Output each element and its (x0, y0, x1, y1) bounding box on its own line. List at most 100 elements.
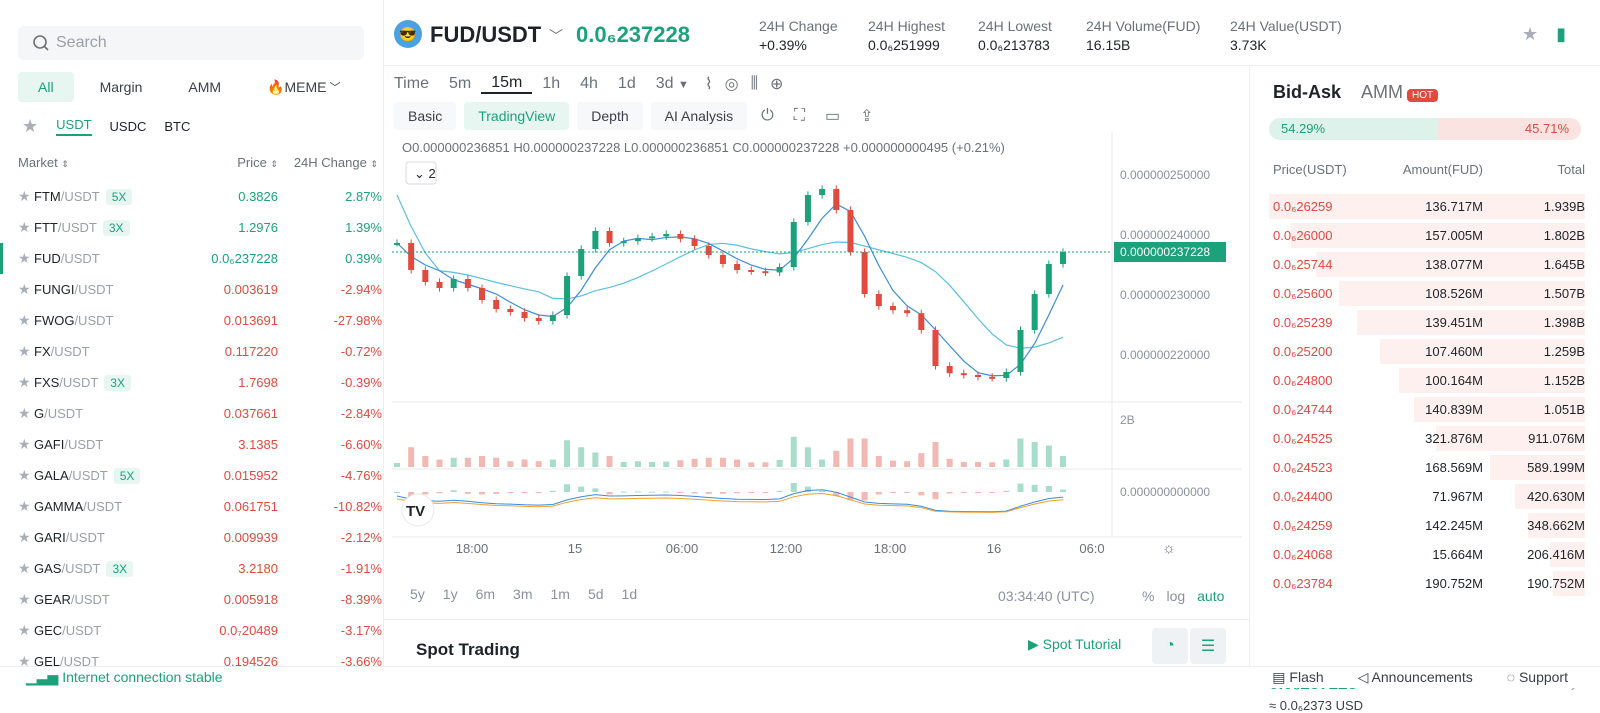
star-icon[interactable]: ★ (18, 622, 31, 638)
sort-change[interactable]: 24H Change ⇕ (278, 155, 378, 170)
add-icon[interactable]: ⊕ (770, 76, 784, 93)
flash-link[interactable]: ▤ Flash (1272, 669, 1323, 686)
market-row[interactable]: ★ GALA/USDT 5X 0.015952 -4.76% (0, 460, 383, 491)
tf-5m[interactable]: 5m (448, 75, 472, 92)
chevron-down-icon[interactable]: ﹀ (549, 28, 563, 44)
star-icon[interactable]: ★ (18, 467, 31, 483)
market-row[interactable]: ★ FUD/USDT 0.0₆237228 0.39% (0, 243, 383, 274)
ask-row[interactable]: 0.0₆24800 100.164M 1.152B (1269, 366, 1585, 395)
candle-type-icon[interactable]: ⫼ (750, 75, 759, 92)
tf-1h[interactable]: 1h (542, 75, 561, 92)
tf-15m[interactable]: 15m (481, 74, 533, 94)
ask-row[interactable]: 0.0₆24744 140.839M 1.051B (1269, 395, 1585, 424)
tab-amm[interactable]: AMM HOT (1361, 82, 1439, 103)
ask-row[interactable]: 0.0₆25600 108.526M 1.507B (1269, 279, 1585, 308)
book-icon[interactable]: ▮ (1556, 24, 1566, 44)
tab-usdc[interactable]: USDC (109, 119, 147, 134)
tab-meme[interactable]: 🔥MEME ﹀ (247, 72, 360, 102)
tab-amm[interactable]: AMM (188, 79, 222, 95)
ask-row[interactable]: 0.0₆24523 168.569M 589.199M (1269, 453, 1585, 482)
range-3m[interactable]: 3m (513, 586, 533, 602)
range-1d[interactable]: 1d (621, 586, 638, 602)
market-row[interactable]: ★ GAMMA/USDT 0.061751 -10.82% (0, 491, 383, 522)
market-row[interactable]: ★ FWOG/USDT 0.013691 -27.98% (0, 305, 383, 336)
star-icon[interactable]: ★ (18, 653, 31, 666)
tab-margin[interactable]: Margin (99, 79, 143, 95)
ask-row[interactable]: 0.0₆25744 138.077M 1.645B (1269, 250, 1585, 279)
favorites-star-icon[interactable]: ★ (22, 116, 39, 136)
star-icon[interactable]: ★ (18, 281, 31, 297)
range-1y[interactable]: 1y (442, 586, 458, 602)
tf-time[interactable]: Time (394, 75, 429, 92)
support-link[interactable]: ◌ Support (1507, 669, 1568, 686)
market-row[interactable]: ★ FUNGI/USDT 0.003619 -2.94% (0, 274, 383, 305)
ask-row[interactable]: 0.0₆23784 190.752M 190.752M (1269, 569, 1585, 598)
scale-percent[interactable]: % (1142, 588, 1155, 604)
market-row[interactable]: ★ GEC/USDT 0.0₇20489 -3.17% (0, 615, 383, 646)
share-icon[interactable]: ⇪ (860, 108, 874, 125)
view-ai-analysis[interactable]: AI Analysis (650, 102, 748, 130)
search-input[interactable]: Search (18, 26, 364, 60)
view-tradingview[interactable]: TradingView (464, 102, 570, 130)
market-row[interactable]: ★ GAFI/USDT 3.1385 -6.60% (0, 429, 383, 460)
market-row[interactable]: ★ FX/USDT 0.117220 -0.72% (0, 336, 383, 367)
market-row[interactable]: ★ FXS/USDT 3X 1.7698 -0.39% (0, 367, 383, 398)
pair-selector[interactable]: FUD/USDT (430, 22, 542, 47)
sort-market[interactable]: Market ⇕ (18, 155, 148, 170)
tf-3d[interactable]: 3d ▼ (646, 75, 699, 93)
spot-tutorial-link[interactable]: ▶ Spot Tutorial (1028, 636, 1121, 653)
scale-auto[interactable]: auto (1197, 588, 1225, 604)
view-basic[interactable]: Basic (394, 102, 457, 130)
scale-log[interactable]: log (1166, 588, 1186, 604)
star-icon[interactable]: ★ (18, 188, 31, 204)
ask-row[interactable]: 0.0₆24525 321.876M 911.076M (1269, 424, 1585, 453)
view-depth[interactable]: Depth (577, 102, 643, 130)
ask-row[interactable]: 0.0₆26259 136.717M 1.939B (1269, 192, 1585, 221)
star-icon[interactable]: ★ (18, 560, 31, 576)
ask-row[interactable]: 0.0₆24259 142.245M 348.662M (1269, 511, 1585, 540)
range-5d[interactable]: 5d (587, 586, 604, 602)
tf-1d[interactable]: 1d (617, 75, 636, 92)
pie-chart-icon[interactable]: ◔ (1152, 628, 1188, 664)
range-6m[interactable]: 6m (475, 586, 496, 602)
ask-row[interactable]: 0.0₆24068 15.664M 206.416M (1269, 540, 1585, 569)
star-icon[interactable]: ★ (18, 219, 31, 235)
price-chart[interactable]: O0.000000236851 H0.000000237228 L0.00000… (392, 132, 1242, 582)
star-icon[interactable]: ★ (18, 343, 31, 359)
settings-icon[interactable]: ◎ (724, 76, 739, 93)
range-5y[interactable]: 5y (410, 586, 425, 602)
star-icon[interactable]: ★ (18, 591, 31, 607)
star-icon[interactable]: ★ (18, 498, 31, 514)
star-icon[interactable]: ★ (18, 250, 31, 266)
tab-usdt[interactable]: USDT (56, 117, 92, 136)
tab-bid-ask[interactable]: Bid-Ask (1273, 82, 1342, 102)
tab-all[interactable]: All (18, 72, 74, 102)
market-row[interactable]: ★ GEAR/USDT 0.005918 -8.39% (0, 584, 383, 615)
star-icon[interactable]: ★ (18, 529, 31, 545)
market-row[interactable]: ★ FTT/USDT 3X 1.2976 1.39% (0, 212, 383, 243)
ask-row[interactable]: 0.0₆25239 139.451M 1.398B (1269, 308, 1585, 337)
sliders-icon[interactable]: ☰ (1190, 628, 1226, 664)
star-icon[interactable]: ★ (18, 312, 31, 328)
announcements-link[interactable]: ◁ Announcements (1358, 669, 1473, 686)
market-row[interactable]: ★ GAS/USDT 3X 3.2180 -1.91% (0, 553, 383, 584)
star-icon[interactable]: ★ (18, 374, 31, 390)
ask-row[interactable]: 0.0₆25200 107.460M 1.259B (1269, 337, 1585, 366)
refresh-icon[interactable]: ⏻ (761, 107, 774, 124)
fullscreen-icon[interactable]: ⛶ (793, 107, 805, 124)
market-row[interactable]: ★ GARI/USDT 0.009939 -2.12% (0, 522, 383, 553)
tab-btc[interactable]: BTC (164, 119, 191, 134)
star-icon[interactable]: ★ (18, 436, 31, 452)
ask-row[interactable]: 0.0₆24400 71.967M 420.630M (1269, 482, 1585, 511)
tf-4h[interactable]: 4h (580, 75, 598, 92)
market-row[interactable]: ★ GEL/USDT 0.194526 -3.66% (0, 646, 383, 666)
layout-icon[interactable]: ▭ (824, 108, 841, 125)
sort-price[interactable]: Price ⇕ (148, 155, 278, 170)
ask-row[interactable]: 0.0₆26000 157.005M 1.802B (1269, 221, 1585, 250)
favorite-star-icon[interactable]: ★ (1521, 24, 1539, 44)
market-row[interactable]: ★ FTM/USDT 5X 0.3826 2.87% (0, 181, 383, 212)
range-1m[interactable]: 1m (550, 586, 570, 602)
market-row[interactable]: ★ G/USDT 0.037661 -2.84% (0, 398, 383, 429)
indicator-icon[interactable]: ⌇ (704, 76, 713, 93)
star-icon[interactable]: ★ (18, 405, 31, 421)
